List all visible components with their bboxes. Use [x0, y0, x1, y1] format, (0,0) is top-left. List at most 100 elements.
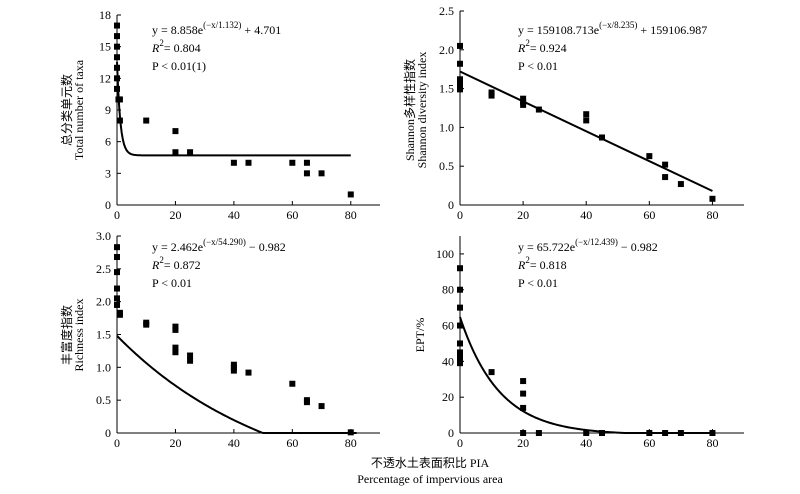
data-point [488, 369, 495, 376]
y-tick-label: 3.0 [96, 229, 111, 243]
data-point [457, 360, 463, 367]
data-point [662, 174, 669, 181]
data-point [230, 367, 237, 374]
x-tick-label: 60 [286, 208, 298, 222]
p-value-taxa: P < 0.01(1) [152, 59, 206, 73]
chart-panel-taxa: 0 20 40 60 80 0 3 6 9 12 15 18 总分类单元数 Total number … [59, 8, 380, 222]
data-point [303, 170, 310, 177]
x-tick-label: 40 [228, 208, 240, 222]
equation-suffix: + 4.701 [241, 23, 281, 37]
data-point [172, 344, 179, 351]
y-tick-label: 2.5 [439, 4, 454, 18]
p-value-richness: P < 0.01 [152, 276, 192, 290]
data-point [116, 96, 123, 103]
data-point [457, 60, 463, 67]
data-point [187, 149, 194, 156]
data-point [116, 117, 123, 124]
data-point [187, 352, 194, 359]
equation-exponent: (−x/12.439) [575, 237, 618, 247]
data-point [114, 43, 120, 50]
x-tick-label: 20 [517, 208, 529, 222]
equation-exponent: (−x/1.132) [203, 20, 241, 30]
data-point [187, 357, 194, 364]
data-point [520, 430, 527, 436]
data-point [114, 254, 120, 261]
y-tick-label: 3 [105, 166, 111, 180]
data-point [646, 430, 653, 436]
data-point [230, 159, 237, 166]
equation-prefix: y = 65.722e [518, 240, 575, 254]
data-point [289, 380, 296, 387]
data-point [114, 33, 120, 40]
y-tick-label: 40 [442, 354, 454, 368]
data-point [677, 181, 684, 188]
y-tick-label: 60 [442, 319, 454, 333]
equation-taxa: y = 8.858e(−x/1.132) + 4.701 [152, 20, 281, 37]
ylabel-ept: EPT/% [413, 318, 427, 353]
data-point [172, 149, 179, 156]
data-point [520, 101, 527, 108]
y-tick-label: 20 [442, 390, 454, 404]
data-point [457, 349, 463, 356]
equation-shannon: y = 159108.713e(−x/8.235) + 159106.987 [518, 20, 707, 37]
equation-exponent: (−x/8.235) [599, 20, 637, 30]
y-tick-label: 2.5 [96, 262, 111, 276]
p-value-shannon: P < 0.01 [518, 59, 558, 73]
x-tick-label: 40 [228, 436, 240, 450]
x-tick-label: 20 [169, 436, 181, 450]
r2-richness: R2= 0.872 [151, 255, 201, 272]
equation-prefix: y = 159108.713e [518, 23, 599, 37]
ylabel-cn-richness: 丰富度指数 [59, 305, 74, 365]
data-point [457, 354, 463, 361]
data-point [457, 322, 463, 329]
data-point [114, 244, 120, 251]
data-point [347, 191, 354, 198]
r2-ept: R2= 0.818 [517, 255, 567, 272]
r2-value: = 0.924 [530, 41, 567, 55]
data-point [114, 301, 120, 308]
data-point [488, 92, 495, 99]
equation-prefix: y = 2.462e [152, 240, 203, 254]
equation-ept: y = 65.722e(−x/12.439) − 0.982 [518, 237, 658, 254]
y-tick-label: 1.5 [96, 328, 111, 342]
r2-value: = 0.804 [164, 41, 201, 55]
data-point [116, 311, 123, 318]
y-tick-label: 6 [105, 135, 111, 149]
data-point [709, 430, 716, 436]
data-point [520, 95, 527, 102]
data-point [289, 159, 296, 166]
equation-suffix: − 0.982 [618, 240, 658, 254]
y-tick-label: 0.5 [96, 393, 111, 407]
data-point [347, 429, 354, 436]
y-tick-label: 0 [105, 426, 111, 440]
x-tick-label: 60 [643, 436, 655, 450]
x-tick-label: 0 [457, 436, 463, 450]
x-tick-label: 20 [517, 436, 529, 450]
data-point [599, 430, 605, 436]
data-point [457, 86, 463, 93]
data-point [114, 75, 120, 82]
data-point [457, 42, 463, 49]
data-point [172, 326, 179, 333]
data-point [520, 378, 527, 385]
data-point [457, 286, 463, 293]
equation-richness: y = 2.462e(−x/54.290) − 0.982 [152, 237, 286, 254]
r2-value: = 0.872 [164, 258, 201, 272]
r2-value: = 0.818 [530, 258, 567, 272]
data-point [535, 430, 542, 436]
y-tick-label: 100 [436, 247, 454, 261]
data-point [520, 390, 527, 397]
data-point [114, 64, 120, 71]
y-tick-label: 2.0 [96, 295, 111, 309]
data-point [172, 323, 179, 330]
data-point [318, 403, 325, 410]
data-point [662, 161, 669, 168]
chart-panel-ept: 0 20 40 60 80 0 20 40 60 80 100 EPT/% y = 65.722e(… [413, 236, 744, 450]
y-tick-label: 18 [99, 8, 111, 22]
data-point [662, 430, 669, 436]
x-tick-label: 80 [706, 436, 718, 450]
data-point [114, 295, 120, 302]
x-tick-label: 0 [114, 436, 120, 450]
p-value-ept: P < 0.01 [518, 276, 558, 290]
